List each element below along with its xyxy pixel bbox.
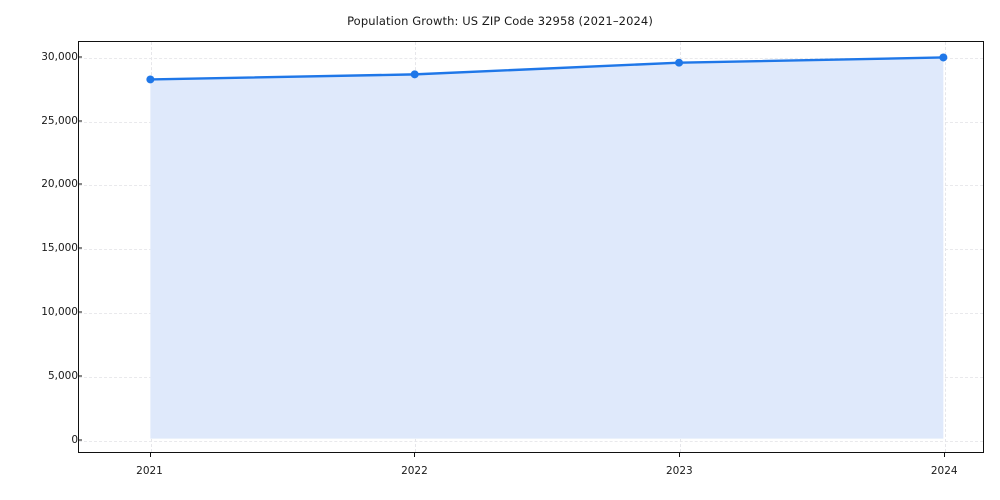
population-series xyxy=(146,53,948,439)
y-axis-tick-marks xyxy=(78,41,84,453)
gridline-vertical xyxy=(945,42,947,452)
y-tick-label: 5,000 xyxy=(47,369,78,382)
y-tick-label: 10,000 xyxy=(41,306,78,319)
plot-area xyxy=(78,41,984,453)
x-tick-label: 2024 xyxy=(930,465,958,477)
y-tick-mark xyxy=(78,439,82,441)
data-point-marker[interactable] xyxy=(146,75,155,84)
y-tick-mark xyxy=(78,56,82,58)
y-tick-label: 20,000 xyxy=(41,178,78,191)
x-tick-mark xyxy=(944,453,946,457)
x-tick-label: 2022 xyxy=(401,465,428,477)
x-tick-label: 2021 xyxy=(136,465,163,477)
y-tick-mark xyxy=(78,120,82,122)
y-tick-label: 0 xyxy=(71,433,78,446)
series-line xyxy=(150,57,943,79)
gridline-horizontal xyxy=(79,57,983,59)
x-tick-mark xyxy=(679,453,681,457)
y-tick-mark xyxy=(78,311,82,313)
gridline-horizontal xyxy=(79,440,983,442)
x-tick-mark xyxy=(149,453,151,457)
y-tick-mark xyxy=(78,247,82,249)
y-axis-tick-labels: 0 5,000 10,000 15,000 20,000 25,000 30,000 xyxy=(8,41,78,453)
chart-title: Population Growth: US ZIP Code 32958 (20… xyxy=(347,14,653,28)
y-tick-label: 30,000 xyxy=(41,50,78,63)
x-tick-label: 2023 xyxy=(665,465,693,477)
data-point-marker[interactable] xyxy=(939,53,948,62)
x-axis-ticks: 2021 2022 2023 2024 xyxy=(78,453,984,483)
data-point-marker[interactable] xyxy=(410,70,419,79)
data-point-marker[interactable] xyxy=(675,58,684,67)
x-tick-mark xyxy=(414,453,416,457)
y-tick-mark xyxy=(78,375,82,377)
y-tick-label: 15,000 xyxy=(41,242,78,255)
y-tick-label: 25,000 xyxy=(41,114,78,127)
y-tick-mark xyxy=(78,183,82,185)
series-area-fill xyxy=(150,57,944,439)
